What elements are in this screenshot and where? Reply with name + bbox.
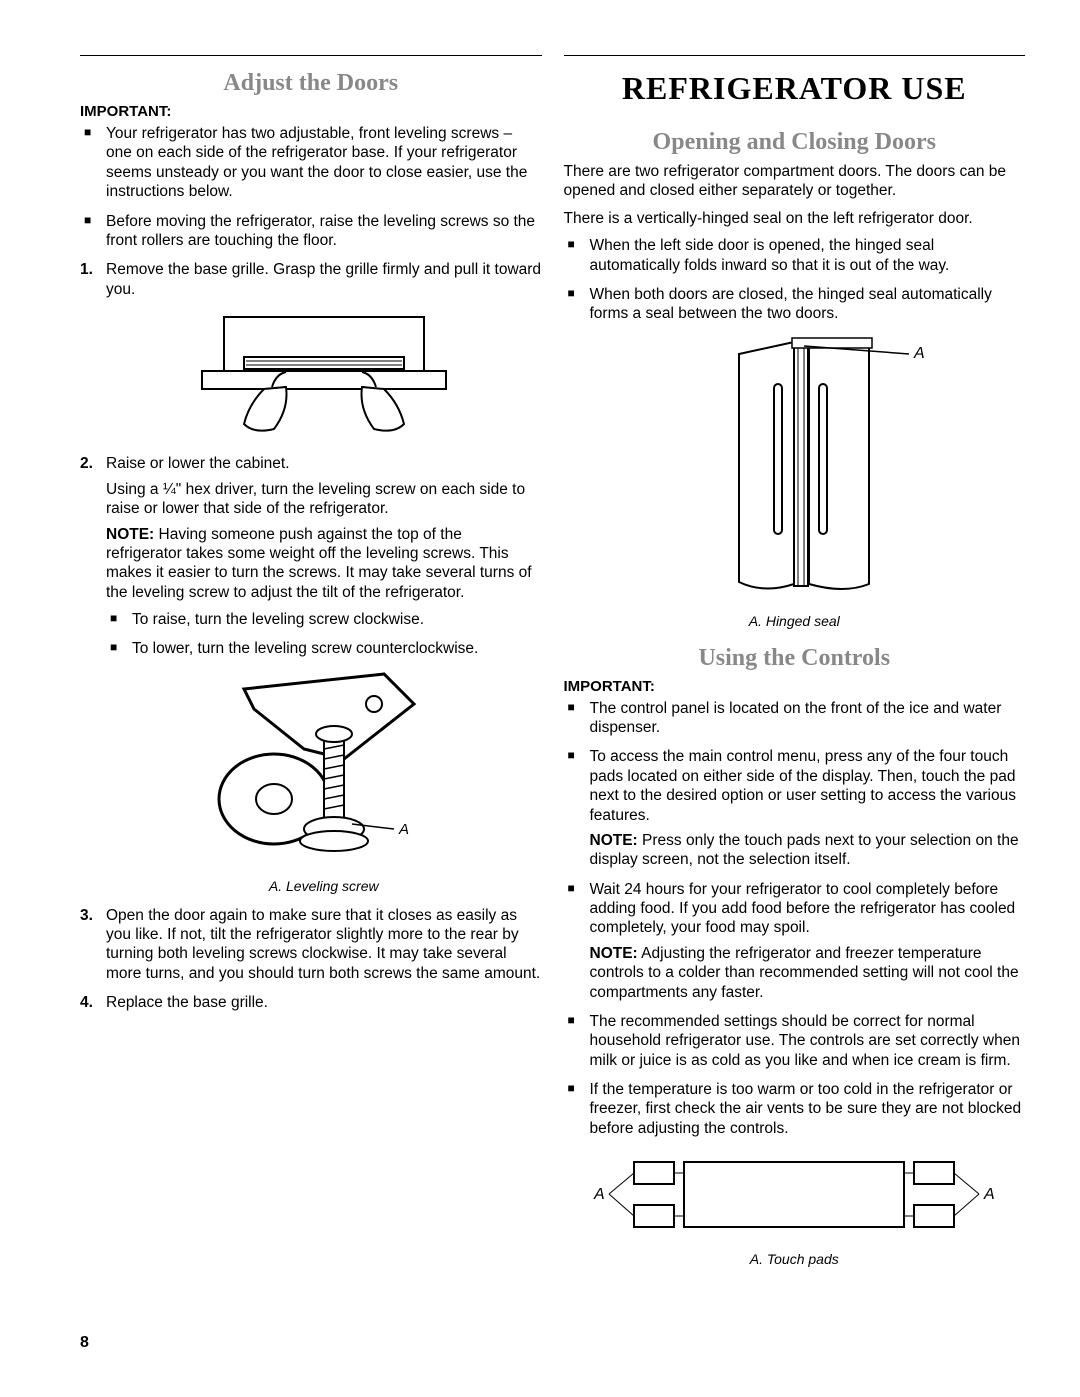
fig2-caption: A. Leveling screw (106, 878, 542, 896)
step-2: 2. Raise or lower the cabinet. Using a ¼… (80, 454, 542, 895)
adjust-doors-title: Adjust the Doors (80, 70, 542, 97)
step-3: 3. Open the door again to make sure that… (80, 906, 542, 984)
step-1: 1. Remove the base grille. Grasp the gri… (80, 260, 542, 444)
sec1-bullet-1: When the left side door is opened, the h… (564, 236, 1026, 275)
using-controls-title: Using the Controls (564, 645, 1026, 672)
sec1-p2: There is a vertically-hinged seal on the… (564, 209, 1026, 228)
sec2-bullets: The control panel is located on the fron… (564, 699, 1026, 1139)
svg-text:A: A (593, 1186, 605, 1203)
fig3-caption: A. Hinged seal (564, 613, 1026, 629)
top-rule-right (564, 55, 1026, 56)
sec1-p1: There are two refrigerator compartment d… (564, 162, 1026, 201)
opening-doors-title: Opening and Closing Doors (564, 129, 1026, 156)
step-2-note: NOTE: Having someone push against the to… (106, 525, 542, 603)
left-column: Adjust the Doors IMPORTANT: Your refrige… (80, 55, 542, 1275)
figure-leveling-screw: A A. Leveling screw (106, 669, 542, 896)
step-2-bullet-1: To raise, turn the leveling screw clockw… (106, 610, 542, 629)
important-label-left: IMPORTANT: (80, 103, 542, 120)
fig4-caption: A. Touch pads (564, 1251, 1026, 1267)
left-bullet-2: Before moving the refrigerator, raise th… (80, 212, 542, 251)
step-2-bullet-2: To lower, turn the leveling screw counte… (106, 639, 542, 658)
sec2-b1: The control panel is located on the fron… (564, 699, 1026, 738)
svg-text:A: A (913, 345, 925, 362)
top-rule-left (80, 55, 542, 56)
main-title: REFRIGERATOR USE (564, 70, 1026, 107)
figure-grille (106, 309, 542, 444)
page-number: 8 (80, 1334, 89, 1352)
right-column: REFRIGERATOR USE Opening and Closing Doo… (564, 55, 1026, 1275)
important-label-right: IMPORTANT: (564, 678, 1026, 695)
figure-touch-pads: A A A. Touch pads (564, 1152, 1026, 1267)
svg-text:A: A (398, 821, 409, 838)
left-bullet-1: Your refrigerator has two adjustable, fr… (80, 124, 542, 202)
sec2-b2: To access the main control menu, press a… (564, 747, 1026, 869)
svg-text:A: A (983, 1186, 995, 1203)
sec2-b5: If the temperature is too warm or too co… (564, 1080, 1026, 1138)
step-4: 4. Replace the base grille. (80, 993, 542, 1012)
step-2-sub: Using a ¼" hex driver, turn the leveling… (106, 480, 542, 519)
sec1-bullet-2: When both doors are closed, the hinged s… (564, 285, 1026, 324)
sec1-bullets: When the left side door is opened, the h… (564, 236, 1026, 324)
left-bullets: Your refrigerator has two adjustable, fr… (80, 124, 542, 250)
figure-hinged-seal: A A. Hinged seal (564, 334, 1026, 629)
sec2-b4: The recommended settings should be corre… (564, 1012, 1026, 1070)
left-steps: 1. Remove the base grille. Grasp the gri… (80, 260, 542, 1012)
sec2-b3: Wait 24 hours for your refrigerator to c… (564, 880, 1026, 1002)
